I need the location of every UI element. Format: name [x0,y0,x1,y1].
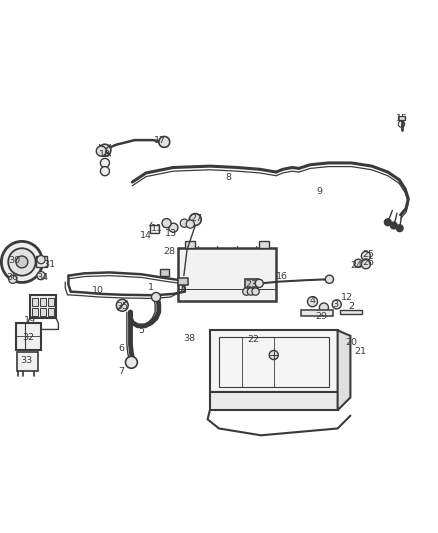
Circle shape [332,300,341,309]
Circle shape [37,255,45,264]
Circle shape [269,351,278,360]
Circle shape [391,222,397,229]
Text: 32: 32 [23,333,35,342]
Bar [30,295,56,318]
Bar [210,392,338,410]
Bar [301,310,333,316]
Text: 10: 10 [92,286,104,295]
Text: 38: 38 [183,334,195,343]
Text: 9: 9 [316,187,322,196]
Circle shape [9,275,17,284]
Text: 16: 16 [276,272,288,281]
Text: 30: 30 [8,256,21,265]
Bar [18,352,38,370]
Text: 33: 33 [20,356,32,365]
Bar [16,322,41,350]
Text: 8: 8 [225,173,231,182]
Circle shape [159,136,170,148]
Bar [210,330,338,392]
Text: 26: 26 [362,259,374,268]
Text: 27: 27 [190,214,202,223]
Bar [48,297,54,306]
Circle shape [325,275,333,284]
Text: 5: 5 [138,326,145,335]
Text: 1: 1 [148,284,154,293]
Circle shape [319,303,328,312]
Text: 28: 28 [163,247,175,256]
Text: 18: 18 [99,150,111,159]
Text: 11: 11 [152,224,163,233]
Circle shape [16,256,28,268]
Circle shape [152,293,161,302]
Text: 25: 25 [362,249,374,259]
Circle shape [396,225,403,231]
Text: 24: 24 [350,261,362,270]
Text: 14: 14 [140,231,152,240]
Circle shape [247,288,254,295]
Text: 29: 29 [316,312,328,321]
Circle shape [255,279,263,287]
Circle shape [99,144,111,156]
Polygon shape [338,330,350,410]
Bar [398,116,405,120]
Bar [160,269,169,276]
Bar [178,278,188,285]
Bar [40,308,46,316]
Text: 19: 19 [24,316,35,325]
Bar [178,248,276,301]
Circle shape [354,259,362,268]
Text: 6: 6 [118,344,124,353]
Bar [340,310,362,314]
Text: 17: 17 [154,135,166,144]
Circle shape [100,167,110,176]
Bar [150,225,159,233]
Circle shape [385,219,391,225]
Text: 35: 35 [116,302,128,311]
Circle shape [180,219,188,227]
Text: 13: 13 [165,229,177,238]
Circle shape [189,214,201,225]
Circle shape [307,296,318,306]
Circle shape [361,252,371,261]
Bar [48,308,54,316]
Circle shape [162,219,171,228]
Bar [259,241,269,248]
Circle shape [252,288,259,295]
Text: 2: 2 [348,302,354,311]
Circle shape [37,271,45,280]
Text: 21: 21 [354,348,367,357]
Circle shape [96,146,106,156]
Circle shape [186,220,194,228]
Text: 23: 23 [245,280,257,289]
Circle shape [1,241,42,282]
Bar [40,297,46,306]
Circle shape [169,223,178,232]
Bar [32,297,38,306]
Circle shape [100,158,110,167]
Text: 3: 3 [332,300,339,309]
Text: 22: 22 [247,335,259,344]
Circle shape [243,288,250,295]
Bar [219,337,328,387]
Bar [35,256,47,268]
Circle shape [117,300,128,311]
Text: 15: 15 [396,114,407,123]
Text: 34: 34 [36,273,48,282]
Circle shape [8,248,35,276]
Text: 7: 7 [118,367,124,376]
Circle shape [361,260,371,269]
Text: 36: 36 [7,273,19,282]
Circle shape [125,357,138,368]
Text: 31: 31 [43,260,55,269]
Text: 4: 4 [310,296,315,305]
Text: 20: 20 [345,338,357,347]
Text: 12: 12 [341,293,353,302]
Bar [244,279,258,288]
Bar [32,308,38,316]
Bar [185,241,195,248]
